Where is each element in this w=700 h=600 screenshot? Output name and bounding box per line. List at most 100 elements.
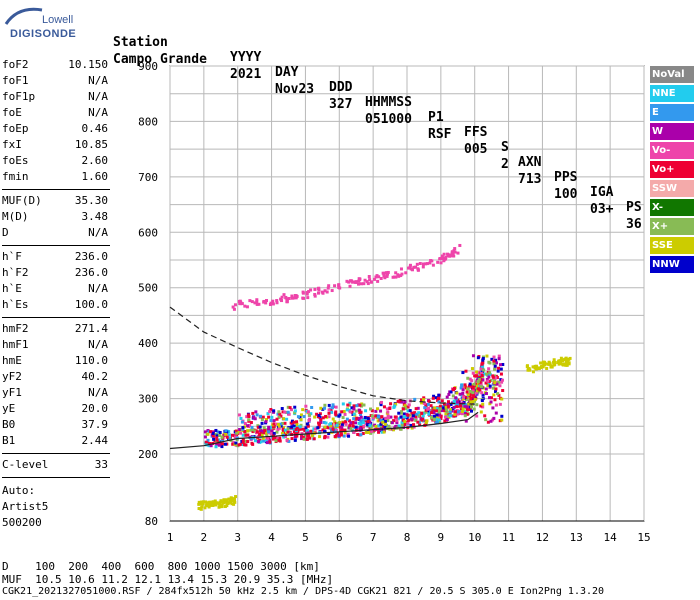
data-point xyxy=(240,420,244,424)
y-tick-label: 200 xyxy=(138,448,158,461)
data-point xyxy=(224,429,228,433)
data-point xyxy=(253,439,257,443)
logo-product: DIGISONDE xyxy=(10,28,77,40)
data-point xyxy=(482,368,486,372)
hdr-yyyy-label: YYYY xyxy=(230,50,262,65)
data-point xyxy=(234,441,238,445)
data-point xyxy=(399,415,403,419)
data-point xyxy=(265,428,269,432)
hdr-hhmmss-value: 051000 xyxy=(365,112,412,127)
data-point xyxy=(352,417,356,421)
data-point xyxy=(446,402,450,406)
data-point xyxy=(495,376,499,380)
data-point xyxy=(361,432,365,436)
data-point xyxy=(323,430,327,434)
data-point xyxy=(420,401,424,405)
data-point xyxy=(285,417,289,421)
data-point xyxy=(473,399,477,403)
data-point xyxy=(285,438,289,442)
param-row: hmE 110.0 xyxy=(2,354,108,367)
data-point xyxy=(414,418,418,422)
data-point xyxy=(217,438,221,442)
data-point xyxy=(539,366,543,370)
data-point xyxy=(400,410,404,414)
data-point xyxy=(197,502,201,506)
data-point xyxy=(219,499,223,503)
data-point xyxy=(228,500,232,504)
data-point xyxy=(493,398,497,402)
data-point xyxy=(286,430,290,434)
data-point xyxy=(449,402,453,406)
data-point xyxy=(323,406,327,410)
data-point xyxy=(275,417,279,421)
data-point xyxy=(447,415,451,419)
data-point xyxy=(500,378,504,382)
data-point xyxy=(453,412,457,416)
data-point xyxy=(486,384,490,388)
data-point xyxy=(305,291,309,295)
data-point xyxy=(288,406,292,410)
data-point xyxy=(397,424,401,428)
hdr-ffs-value: 005 xyxy=(464,142,488,157)
y-tick-label: 400 xyxy=(138,337,158,350)
data-point xyxy=(446,253,450,257)
data-point xyxy=(467,384,471,388)
data-point xyxy=(383,425,387,429)
data-point xyxy=(475,403,479,407)
data-point xyxy=(264,439,268,443)
data-point xyxy=(355,404,359,408)
data-point xyxy=(335,423,339,427)
data-point xyxy=(450,409,454,413)
data-point xyxy=(430,411,434,415)
data-point xyxy=(327,415,331,419)
data-point xyxy=(313,294,317,298)
data-point xyxy=(302,415,306,419)
data-point xyxy=(352,412,356,416)
data-point xyxy=(221,442,225,446)
data-point xyxy=(429,404,433,408)
data-point xyxy=(377,430,381,434)
data-point xyxy=(266,437,270,441)
data-point xyxy=(466,407,470,411)
data-point xyxy=(334,422,338,426)
data-point xyxy=(331,417,335,421)
data-point xyxy=(480,374,484,378)
data-point xyxy=(272,409,276,413)
data-point xyxy=(460,384,464,388)
data-point xyxy=(501,362,505,366)
data-point xyxy=(428,261,432,265)
data-point xyxy=(253,429,257,433)
data-point xyxy=(487,382,491,386)
data-point xyxy=(394,271,398,275)
data-point xyxy=(489,419,493,423)
data-point xyxy=(261,429,265,433)
data-point xyxy=(338,421,342,425)
data-point xyxy=(267,415,271,419)
data-point xyxy=(347,403,351,407)
param-divider xyxy=(2,189,110,190)
data-point xyxy=(248,299,252,303)
x-tick-label: 1 xyxy=(167,531,174,544)
data-point xyxy=(497,354,501,358)
data-point xyxy=(324,421,328,425)
data-point xyxy=(417,414,421,418)
footer-file-info: CGK21_2021327051000.RSF / 284fx512h 50 k… xyxy=(2,586,605,597)
data-point xyxy=(562,362,566,366)
data-point xyxy=(414,265,418,269)
data-point xyxy=(275,437,279,441)
data-point xyxy=(268,438,272,442)
data-point xyxy=(199,507,203,511)
data-point xyxy=(271,425,275,429)
data-point xyxy=(460,409,464,413)
data-point xyxy=(379,276,383,280)
data-point xyxy=(331,406,335,410)
data-point xyxy=(456,251,460,255)
data-point xyxy=(565,363,569,367)
data-point xyxy=(475,414,479,418)
data-point xyxy=(329,408,333,412)
data-point xyxy=(327,432,331,436)
data-point xyxy=(304,426,308,430)
data-point xyxy=(220,445,224,449)
data-point xyxy=(220,505,224,509)
data-point xyxy=(360,404,364,408)
